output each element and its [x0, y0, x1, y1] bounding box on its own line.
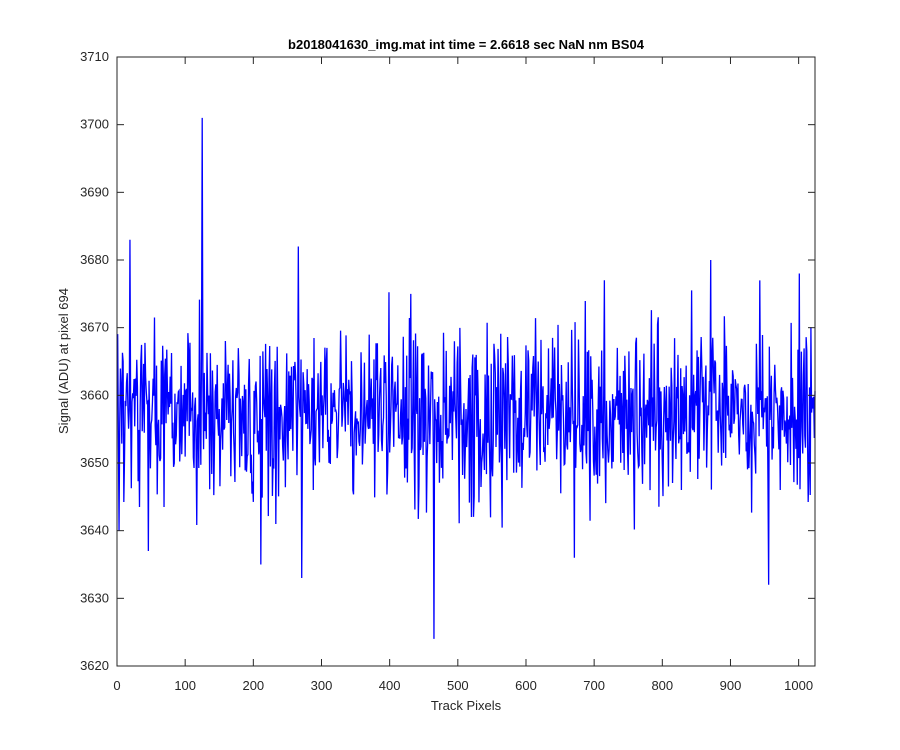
- y-tick-label: 3710: [80, 49, 109, 64]
- x-tick-label: 400: [379, 678, 401, 693]
- y-tick-label: 3660: [80, 387, 109, 402]
- y-tick-label: 3620: [80, 658, 109, 673]
- axes-box: [116, 56, 816, 667]
- x-tick-label: 900: [720, 678, 742, 693]
- x-tick-label: 800: [651, 678, 673, 693]
- chart-title: b2018041630_img.mat int time = 2.6618 se…: [288, 37, 645, 52]
- y-axis: 3620 3630 3640 3650 3660 3670 3680 3690 3700 3710: [80, 49, 815, 673]
- x-axis-label: Track Pixels: [431, 698, 502, 713]
- y-axis-label: Signal (ADU) at pixel 694: [56, 288, 71, 434]
- x-tick-label: 1000: [784, 678, 813, 693]
- y-tick-label: 3680: [80, 252, 109, 267]
- y-tick-label: 3690: [80, 184, 109, 199]
- x-tick-label: 100: [174, 678, 196, 693]
- y-tick-label: 3670: [80, 320, 109, 335]
- y-tick-label: 3630: [80, 590, 109, 605]
- x-tick-label: 500: [447, 678, 469, 693]
- x-tick-label: 200: [242, 678, 264, 693]
- y-tick-label: 3700: [80, 117, 109, 132]
- x-axis: 0 100 200 300 400 500 600 700 800 900 1000: [113, 57, 813, 693]
- y-tick-label: 3640: [80, 523, 109, 538]
- signal-series-line: [117, 117, 816, 639]
- y-tick-label: 3650: [80, 455, 109, 470]
- x-tick-label: 600: [515, 678, 537, 693]
- x-tick-label: 700: [583, 678, 605, 693]
- x-tick-label: 0: [113, 678, 120, 693]
- x-tick-label: 300: [311, 678, 333, 693]
- series-layer: [117, 117, 816, 639]
